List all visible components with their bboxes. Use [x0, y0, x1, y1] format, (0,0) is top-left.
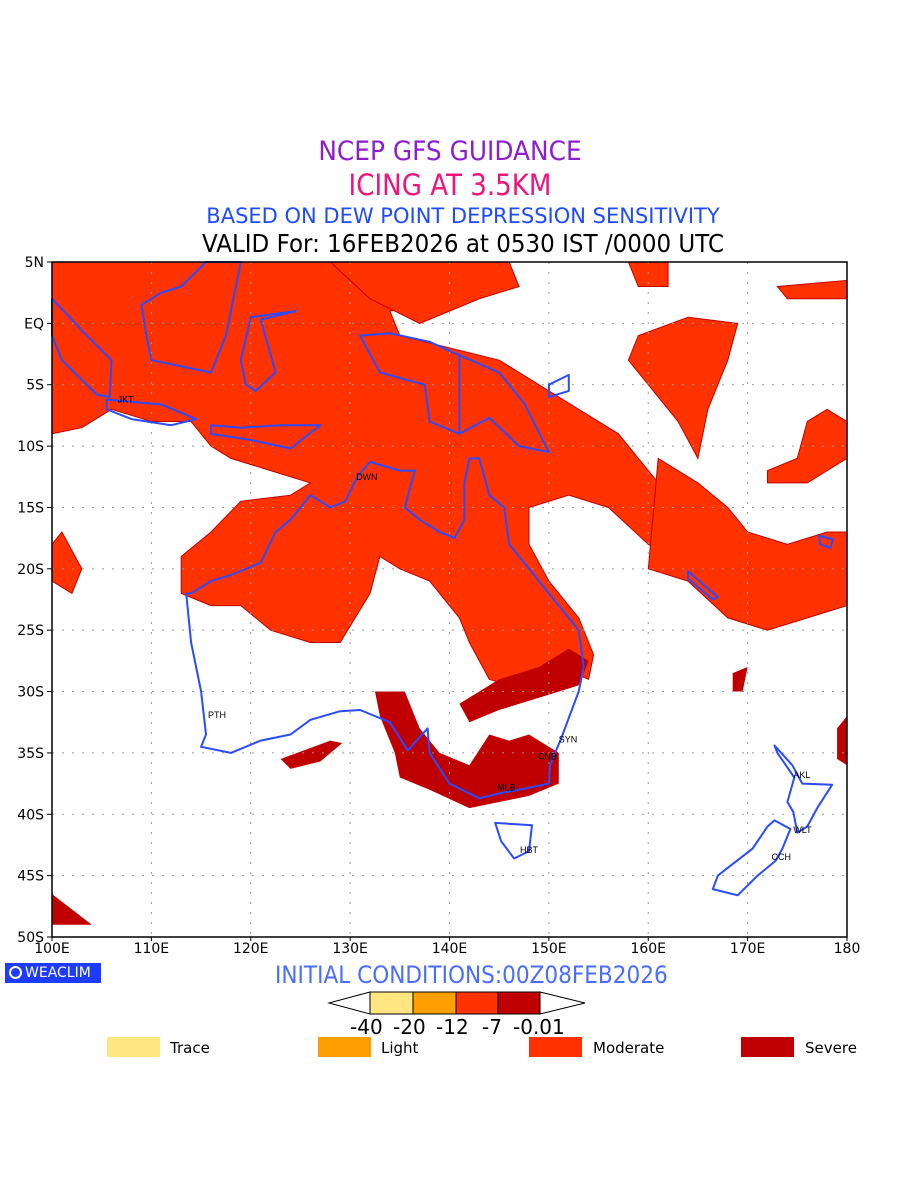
coastline [711, 819, 792, 897]
y-tick-label: 45S [17, 869, 44, 885]
weaclim-logo: WEACLIM [5, 963, 101, 983]
x-tick-label: 140E [432, 941, 468, 957]
city-label-akl: AKL [793, 770, 810, 780]
city-label-pth: PTH [208, 710, 226, 720]
x-tick-label: 120E [233, 941, 269, 957]
y-tick-label: 40S [17, 807, 44, 823]
city-label-cch: CCH [771, 852, 791, 862]
coastline [105, 398, 198, 427]
severe-icing-area [375, 691, 559, 809]
legend-label-severe: Severe [805, 1039, 857, 1057]
legend-swatch-moderate [529, 1037, 582, 1057]
colorbar-box-trace [369, 991, 414, 1015]
x-tick-label: 110E [134, 941, 170, 957]
legend-label-trace: Trace [170, 1039, 210, 1057]
city-label-hbt: HBT [520, 845, 539, 855]
colorbar-label: -20 [393, 1015, 426, 1039]
colorbar [327, 991, 586, 1015]
watermark-text: WEACLIM [25, 965, 91, 981]
y-tick-label: 25S [17, 623, 44, 639]
coastline [210, 424, 322, 450]
coastline [51, 297, 113, 398]
coastline [687, 570, 719, 601]
title-product: ICING AT 3.5KM [348, 168, 552, 202]
colorbar-low-arrow [327, 991, 371, 1015]
coastline [494, 821, 533, 860]
colorbar-label: -7 [482, 1015, 502, 1039]
legend-label-moderate: Moderate [593, 1039, 665, 1057]
x-tick-label: 180 [834, 941, 861, 957]
legend-label-light: Light [381, 1039, 419, 1057]
title-valid-time: VALID For: 16FEB2026 at 0530 IST /0000 U… [201, 229, 725, 258]
coastline [818, 534, 835, 549]
moderate-icing-area [647, 457, 848, 631]
severe-icing-area [732, 667, 748, 692]
x-tick-label: 130E [332, 941, 368, 957]
colorbar-label: -40 [350, 1015, 383, 1039]
x-tick-label: 100E [34, 941, 70, 957]
y-tick-label: 50S [17, 930, 44, 946]
moderate-icing-area [51, 261, 719, 693]
x-tick-label: 160E [630, 941, 666, 957]
city-label-cnb: CNB [538, 752, 557, 762]
colorbar-box-severe [497, 991, 541, 1015]
moderate-icing-area [627, 316, 739, 460]
city-label-wlt: WLT [793, 825, 812, 835]
coastlines [51, 261, 835, 897]
x-tick-label: 170E [730, 941, 766, 957]
city-label-dwn: DWN [356, 472, 378, 482]
coastline [773, 744, 834, 834]
coastline [185, 457, 585, 800]
y-tick-label: 10S [17, 439, 44, 455]
initial-conditions: INITIAL CONDITIONS:00Z08FEB2026 [275, 961, 668, 989]
severe-icing-area [459, 648, 589, 723]
colorbar-box-moderate [455, 991, 499, 1015]
title-model: NCEP GFS GUIDANCE [318, 136, 582, 167]
x-tick-label: 150E [531, 941, 567, 957]
legend-swatch-trace [107, 1037, 160, 1057]
legend-swatch-severe [741, 1037, 794, 1057]
severe-icing-area [837, 716, 847, 766]
y-tick-label: 20S [17, 562, 44, 578]
colorbar-high-arrow [539, 991, 586, 1015]
city-label-mlb: MLB [497, 782, 516, 792]
coastline [547, 373, 570, 398]
colorbar-label: -12 [436, 1015, 469, 1039]
moderate-icing-area [767, 408, 848, 484]
copyright-icon [9, 966, 22, 979]
severe-icing-area [280, 740, 343, 769]
legend-swatch-light [318, 1037, 371, 1057]
coastline [140, 261, 242, 374]
title-method: BASED ON DEW POINT DEPRESSION SENSITIVIT… [206, 204, 720, 228]
moderate-icing-area [776, 279, 848, 300]
colorbar-label: -0.01 [513, 1015, 565, 1039]
y-tick-label: 5S [26, 378, 44, 394]
city-label-syn: SYN [559, 734, 578, 744]
colorbar-box-light [412, 991, 457, 1015]
y-tick-label: 5N [25, 255, 44, 271]
severe-icing-area [52, 894, 92, 925]
city-label-jkt: JKT [118, 394, 135, 404]
y-tick-label: 35S [17, 746, 44, 762]
moderate-icing-area [51, 531, 83, 595]
coastline [359, 332, 550, 454]
coastline [239, 310, 297, 392]
y-tick-label: EQ [24, 316, 44, 332]
y-tick-label: 15S [17, 500, 44, 516]
y-tick-label: 30S [17, 685, 44, 701]
